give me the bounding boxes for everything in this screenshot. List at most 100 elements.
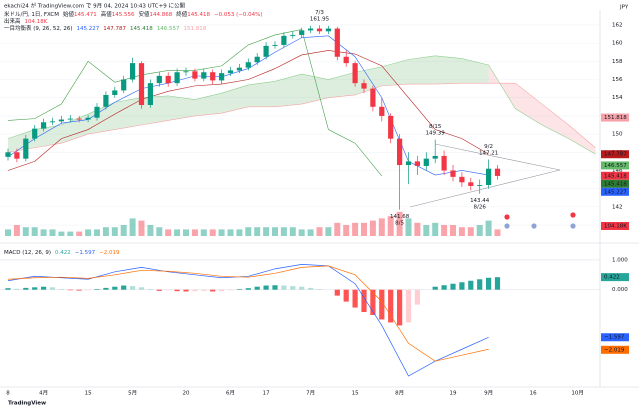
cloud-segment [301,74,329,105]
volume-bar [218,229,225,236]
volume-bar [387,216,394,236]
trend-line [409,169,561,208]
candle-body [388,115,394,139]
macd-histogram-bar [316,289,323,290]
cloud-segment [221,84,249,114]
x-tick-label: 10月 [571,390,584,397]
macd-panel [0,259,600,377]
macd-histogram-bar [352,289,358,308]
volume-bar [423,225,430,236]
ichimoku-legend: 一目均衡表 (9, 26, 52, 26) 145.227 147.787 145.4… [4,24,207,32]
volume-bar [254,227,261,236]
macd-histogram-bar [361,289,367,313]
volume-bar [85,229,92,236]
volume-bar [289,227,296,236]
brand: TradingView [8,401,46,407]
price-badge [601,150,629,159]
volume-bar [307,229,314,236]
candle-body [219,73,225,81]
macd-histogram-bar [121,285,127,290]
ohlc-key: 安値 [139,10,151,18]
candle-body [245,62,251,68]
ohlc-value: 145.471 [74,12,97,18]
ohlc-key: 終値 [176,10,188,18]
ohlc-value: 145.418 [187,12,210,18]
macd-histogram-bar [165,289,171,291]
volume-bar [174,229,181,236]
macd-tick-label: 0.000 [612,287,628,293]
candle-body [334,28,340,57]
cloud-segment [542,104,569,139]
event-icon [531,223,537,229]
volume-bar [316,227,323,236]
x-tick-label: 15 [352,391,359,397]
candle-body [361,83,367,89]
candle-body [156,75,162,84]
y-tick-label: 156 [612,77,623,83]
candle-body [432,155,438,159]
macd-histogram-bar [41,286,47,290]
volume-bar [209,229,216,236]
macd-histogram-bar [76,289,82,291]
candle-body [308,28,314,31]
candle-body [76,118,82,120]
candle-body [130,63,136,80]
macd-histogram-bar [94,289,100,290]
macd-legend-value: 0.422 [55,250,71,256]
volume-bar [494,229,501,236]
span-b-line [7,82,596,153]
macd-histogram-bar [388,289,394,323]
candle-body [121,79,127,91]
candle-body [23,138,29,159]
candle-body [494,168,501,176]
y-tick-label: 150 [612,132,623,138]
ohlc-key: 高値 [101,10,113,18]
cloud-segment [515,83,542,125]
macd-histogram-bar [67,289,73,291]
ichimoku-value: 145.418 [130,26,153,32]
macd-badge [601,345,629,354]
candle-body [165,75,171,84]
y-tick-label: 154 [612,95,623,101]
volume-bar [432,222,439,236]
ichimoku-value: 145.227 [77,26,100,32]
candle-body [281,35,287,45]
candle-body [414,161,420,166]
macd-histogram-bar [343,289,349,302]
macd-histogram-bar [112,286,118,290]
cloud-segment [88,102,115,135]
ichimoku-value: 151.818 [184,26,207,32]
macd-legend: MACD (12, 26, 9) 0.422 −1.597 −2.019 [4,250,120,256]
cloud-segment [435,55,462,85]
macd-label: MACD (12, 26, 9) [4,250,51,256]
price-badge [601,113,629,122]
candle-body [14,152,20,159]
volume-bar [111,227,118,236]
x-tick-label: 4月 [39,390,48,397]
cloud-segment [568,125,596,155]
volume-bar [102,227,109,236]
annotation-value: 147.21 [479,150,498,156]
y-tick-label: 142 [612,204,623,210]
candle-body [405,161,412,166]
candle-body [147,83,153,105]
volume-bar [396,211,403,236]
price-badge [601,179,629,188]
volume-bar [369,220,376,236]
candle-body [299,30,305,35]
cloud-segment [381,59,409,86]
candle-body [183,71,189,73]
macd-histogram-bar [477,279,483,290]
ichimoku-value: 147.787 [103,26,126,32]
cloud-segment [168,95,195,121]
annotation-date: 9/2 [484,144,493,150]
macd-histogram-bar [138,287,145,290]
volume-bar [343,225,350,236]
candle-body [370,88,376,107]
volume-label: 出来高 [4,17,21,25]
volume-bar [334,222,341,236]
axes: 140142144146148150152154156158160162151.… [6,22,629,397]
candle-body [201,72,207,79]
